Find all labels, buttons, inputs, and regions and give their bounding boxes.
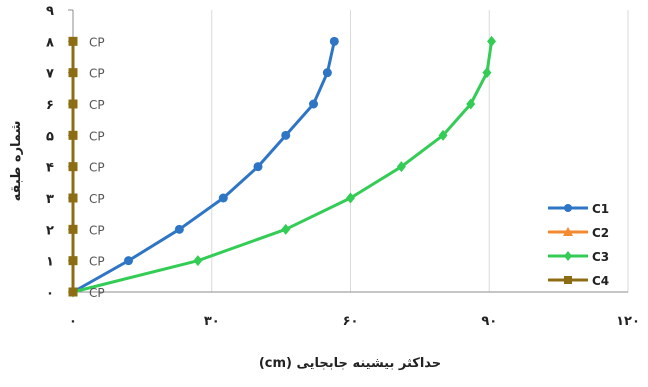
y-tick-label: ۱ [46,255,54,270]
point-c1 [309,99,318,109]
series-line-c3 [72,41,494,294]
y-tick-label: ۸ [46,35,54,50]
legend: C1 C2 C3 C4 [548,202,609,288]
point-c1 [174,224,184,234]
y-tick-label: ۶ [46,98,54,113]
point-c1 [322,68,332,78]
cp-label: CP [89,98,105,112]
point-c1 [329,36,339,46]
point-c3 [482,67,492,79]
cp-label: CP [89,255,105,269]
series-layer [68,35,497,298]
legend-label-c4: C4 [592,274,609,288]
y-tick-label: ۰ [46,286,54,301]
x-tick-label: ۹۰ [481,314,497,329]
cp-label: CP [89,223,105,237]
x-tick-label: ۰ [69,314,77,329]
point-c4 [68,224,78,234]
point-c3 [438,129,448,141]
legend-marker-c4 [564,276,572,284]
point-c4 [68,256,78,266]
cp-label: CP [89,192,105,206]
point-c3 [466,98,476,110]
cp-label: CP [89,129,105,143]
cp-label: CP [89,35,105,49]
y-tick-label: ۵ [46,129,54,144]
point-c1 [124,256,133,266]
legend-label-c2: C2 [592,226,609,240]
legend-label-c3: C3 [592,250,609,264]
y-tick-label: ۲ [46,223,54,238]
point-c3 [346,192,355,204]
x-tick-label: ۶۰ [343,314,359,329]
y-axis-title: شماره طبقه [9,121,24,202]
label-layer: CP CP CP CP CP CP CP CP CP [89,35,105,300]
point-c3 [193,255,203,267]
y-tick-label: ۳ [46,192,54,207]
point-c4 [68,130,78,140]
x-axis-title: حداکثر بیشینه جابجایی (cm) [259,356,441,371]
cp-label: CP [89,67,105,81]
x-tick-label: ۱۲۰ [616,314,640,329]
point-c4 [68,36,78,46]
y-tick-label: ۴ [46,161,54,176]
y-tick-label: ۹ [46,4,54,19]
y-tick-label: ۷ [46,67,54,82]
point-c4 [68,68,78,78]
cp-label: CP [89,286,105,300]
cp-label: CP [89,161,105,175]
point-c1 [281,130,291,140]
point-c3 [281,223,291,235]
point-c4 [68,99,78,109]
point-c4 [68,193,78,203]
point-c3 [487,35,497,47]
legend-label-c1: C1 [592,202,609,216]
point-c1 [218,193,228,203]
legend-marker-c1 [564,204,572,212]
point-c1 [253,162,263,172]
x-tick-label: ۳۰ [204,314,220,329]
point-c4 [68,287,78,297]
legend-marker-c3 [564,251,572,261]
point-c4 [68,162,78,172]
series-line-c1 [72,41,336,294]
legend-marker-c2 [563,227,573,236]
point-c3 [396,161,406,173]
